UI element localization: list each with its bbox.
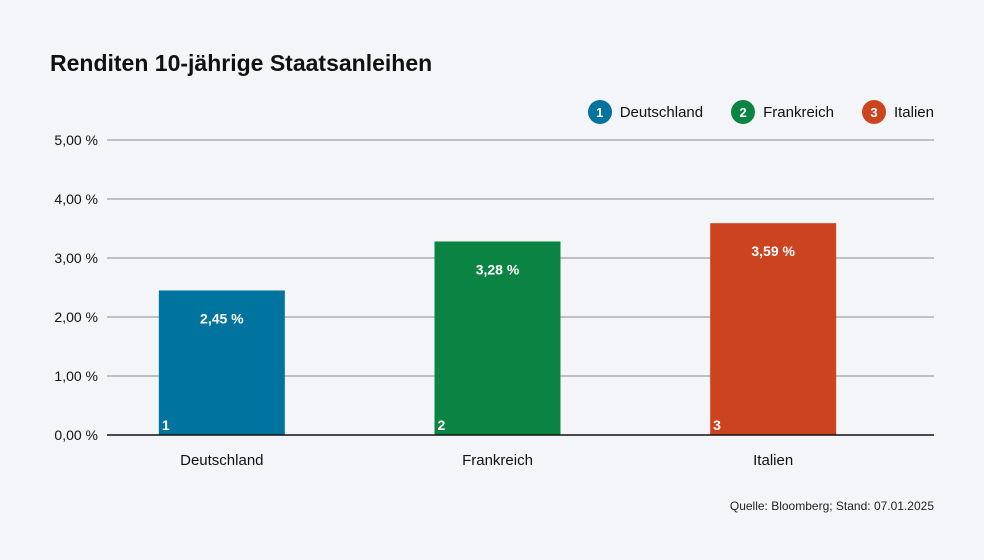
bar-number-deutschland: 1: [162, 417, 170, 433]
x-tick-label-deutschland: Deutschland: [180, 452, 263, 469]
y-tick-label-4: 4,00 %: [54, 191, 98, 207]
legend-badge-2: 2: [731, 100, 756, 124]
bar-value-label-italien: 3,59 %: [751, 243, 795, 259]
legend-item-frankreich: 2 Frankreich: [731, 100, 834, 124]
y-tick-label-5: 5,00 %: [54, 132, 98, 148]
bar-italien: [710, 223, 837, 435]
bar-value-label-frankreich: 3,28 %: [476, 261, 520, 277]
legend-item-deutschland: 1 Deutschland: [587, 100, 704, 124]
y-tick-label-3: 3,00 %: [54, 250, 98, 266]
x-tick-label-frankreich: Frankreich: [462, 452, 533, 469]
bar-number-frankreich: 2: [438, 417, 446, 433]
legend-label-deutschland: Deutschland: [619, 103, 704, 121]
y-tick-label-1: 1,00 %: [54, 368, 98, 384]
bar-value-label-deutschland: 2,45 %: [200, 310, 244, 326]
legend-badge-3: 3: [861, 100, 886, 124]
chart-title: Renditen 10-jährige Staatsanleihen: [50, 50, 433, 76]
y-tick-label-0: 0,00 %: [54, 427, 98, 443]
x-tick-label-italien: Italien: [753, 452, 793, 469]
bar-frankreich: [434, 241, 561, 435]
bar-deutschland: [158, 290, 285, 435]
legend-item-italien: 3 Italien: [861, 100, 934, 124]
bar-number-italien: 3: [713, 417, 721, 433]
legend-badge-1: 1: [587, 100, 612, 124]
legend: 1 Deutschland 2 Frankreich 3 Italien: [587, 100, 934, 124]
legend-label-italien: Italien: [893, 103, 934, 121]
source-note: Quelle: Bloomberg; Stand: 07.01.2025: [729, 499, 934, 513]
legend-label-frankreich: Frankreich: [763, 103, 834, 121]
y-tick-label-2: 2,00 %: [54, 309, 98, 325]
